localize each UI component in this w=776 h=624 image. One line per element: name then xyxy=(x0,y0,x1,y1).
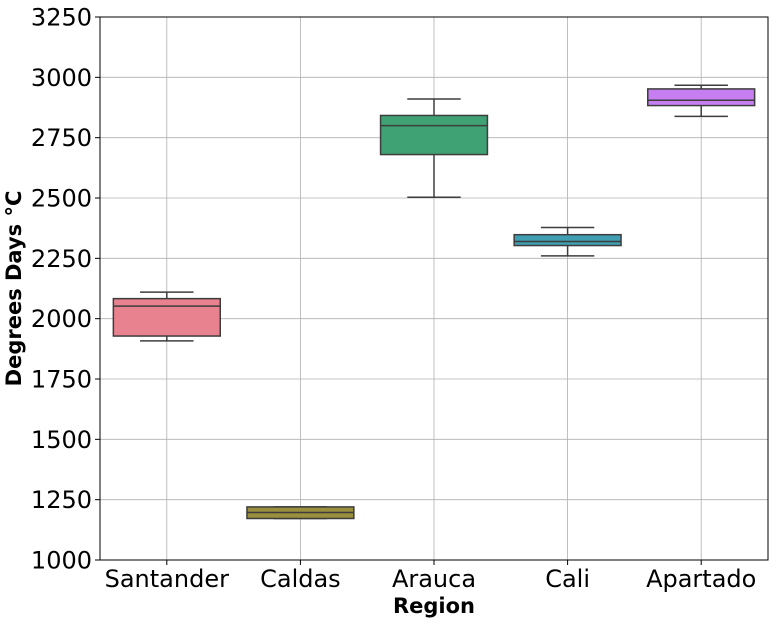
y-tick-label: 1250 xyxy=(31,486,92,514)
box-iqr xyxy=(513,233,622,247)
box-cali xyxy=(513,226,622,257)
boxes xyxy=(112,84,756,520)
y-tick-label: 1750 xyxy=(31,366,92,394)
x-tick-label: Arauca xyxy=(392,565,476,593)
x-tick-label: Caldas xyxy=(260,565,341,593)
box-arauca xyxy=(379,98,489,199)
y-tick-label: 2000 xyxy=(31,305,92,333)
box-santander xyxy=(112,291,221,342)
y-tick-label: 2250 xyxy=(31,245,92,273)
box-iqr xyxy=(112,297,221,337)
box-apartado xyxy=(647,84,756,118)
y-tick-label: 3250 xyxy=(31,4,92,32)
y-tick-label: 1500 xyxy=(31,426,92,454)
y-tick-label: 1000 xyxy=(31,547,92,575)
box-caldas xyxy=(246,506,355,520)
y-tick-label: 2500 xyxy=(31,185,92,213)
x-tick-label: Cali xyxy=(545,565,590,593)
x-tick-label: Apartado xyxy=(646,565,756,593)
box-iqr xyxy=(647,88,756,107)
x-axis-ticks: Santander Caldas Arauca Cali Apartado xyxy=(105,560,756,593)
y-axis-ticks: 1000 1250 1500 1750 2000 2250 2500 2750 3000 3250 xyxy=(31,4,100,575)
box-iqr xyxy=(379,114,489,156)
x-tick-label: Santander xyxy=(105,565,229,593)
y-tick-label: 3000 xyxy=(31,64,92,92)
y-axis-title: Degrees Days °C xyxy=(2,191,26,387)
x-axis-title: Region xyxy=(393,594,475,618)
y-tick-label: 2750 xyxy=(31,124,92,152)
